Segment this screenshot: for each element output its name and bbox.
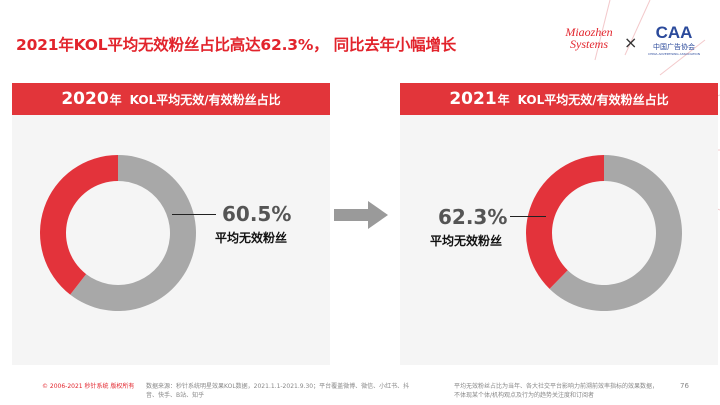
- leader-line: [172, 214, 216, 215]
- donut-slice-valid-fans: [39, 155, 118, 295]
- panel-year: 2021: [449, 89, 497, 109]
- donut-chart-2021: [526, 155, 682, 311]
- panel-header: 2020 年 KOL平均无效/有效粉丝占比: [12, 83, 330, 115]
- panel-2020: 2020 年 KOL平均无效/有效粉丝占比 60.5% 平均无效粉丝: [12, 83, 330, 365]
- donut-chart-2020: [39, 155, 196, 311]
- leader-line: [510, 216, 546, 217]
- caa-mark: CAA: [655, 23, 693, 42]
- caa-name: 中国广告协会: [653, 43, 695, 51]
- copyright: © 2006-2021 秒针系统 版权所有: [42, 383, 135, 390]
- footnote: 平均无效粉丝占比为当年、各大社交平台影响力前溯前效率指标的效果数据，不体现某个体…: [454, 383, 659, 399]
- donut-slice-invalid-fans: [549, 155, 682, 311]
- page-number: 76: [680, 382, 689, 390]
- value-caption: 平均无效粉丝: [215, 231, 288, 245]
- panel-subtitle: KOL平均无效/有效粉丝占比: [517, 92, 669, 107]
- value-label: 62.3%: [438, 205, 508, 229]
- panel-header: 2021 年 KOL平均无效/有效粉丝占比: [400, 83, 718, 115]
- value-label: 60.5%: [222, 202, 292, 226]
- donut-slice-valid-fans: [526, 155, 604, 289]
- miaozhen-logo-line1: Miaozhen: [565, 25, 613, 39]
- donut-slice-invalid-fans: [70, 155, 196, 311]
- data-source: 数据来源：秒针系统明星效果KOL数据，2021.1.1-2021.9.30；平台…: [146, 383, 410, 399]
- caa-logo: CAA 中国广告协会 CHINA ADVERTISING ASSOCIATION: [648, 24, 700, 64]
- panel-year: 2020: [61, 89, 109, 109]
- page-title: 2021年KOL平均无效粉丝占比高达62.3%， 同比去年小幅增长: [16, 36, 457, 54]
- panel-2021: 2021 年 KOL平均无效/有效粉丝占比 62.3% 平均无效粉丝: [400, 83, 718, 365]
- panel-year-suffix: 年: [497, 92, 510, 107]
- panel-year-suffix: 年: [109, 92, 122, 107]
- caa-english: CHINA ADVERTISING ASSOCIATION: [648, 52, 700, 56]
- miaozhen-logo: Miaozhen Systems: [562, 26, 616, 60]
- panel-subtitle: KOL平均无效/有效粉丝占比: [129, 92, 281, 107]
- right-arrow-icon: [334, 201, 388, 229]
- miaozhen-logo-line2: Systems: [570, 37, 608, 51]
- logo-separator: ×: [624, 33, 638, 52]
- value-caption: 平均无效粉丝: [430, 234, 503, 248]
